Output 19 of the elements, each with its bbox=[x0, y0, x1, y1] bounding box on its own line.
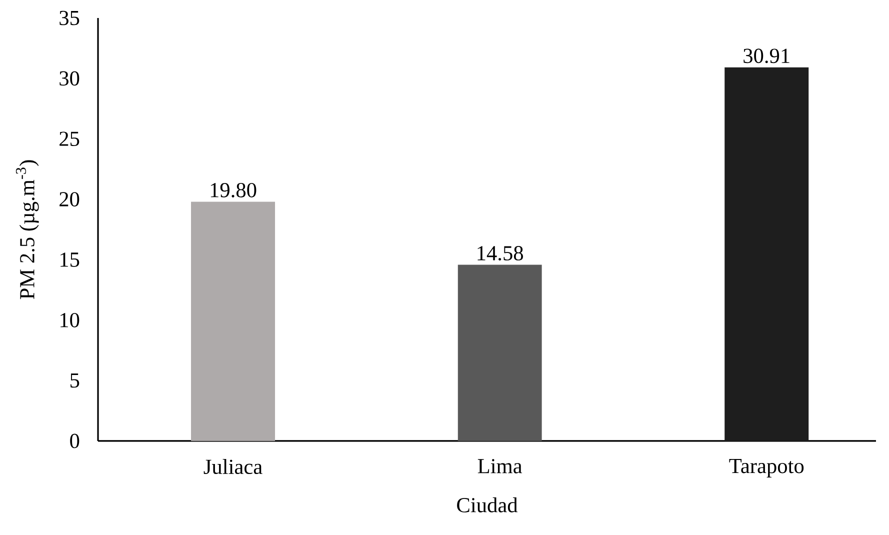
y-tick-label: 15 bbox=[60, 252, 80, 267]
bar bbox=[724, 67, 809, 441]
y-tick-label: 25 bbox=[60, 132, 80, 146]
bar bbox=[458, 264, 542, 441]
x-axis-title: Ciudad bbox=[457, 497, 518, 512]
y-tick-label: 35 bbox=[60, 10, 80, 26]
y-tick-label: 0 bbox=[70, 434, 80, 448]
y-tick-label: 10 bbox=[60, 312, 80, 328]
x-tick-label: Juliaca bbox=[204, 459, 262, 474]
y-tick-label: 5 bbox=[70, 373, 80, 388]
bar bbox=[191, 202, 276, 441]
y-tick-label: 30 bbox=[60, 71, 80, 86]
data-label: 14.58 bbox=[478, 246, 523, 261]
x-tick-label: Tarapoto bbox=[729, 459, 804, 478]
data-label: 19.80 bbox=[210, 182, 256, 198]
data-label: 30.91 bbox=[744, 48, 790, 64]
y-tick-label: 20 bbox=[60, 192, 80, 206]
y-axis-title: PM 2.5 (µg.m$^{-3}$) bbox=[16, 160, 39, 300]
x-tick-label: Lima bbox=[478, 459, 522, 474]
